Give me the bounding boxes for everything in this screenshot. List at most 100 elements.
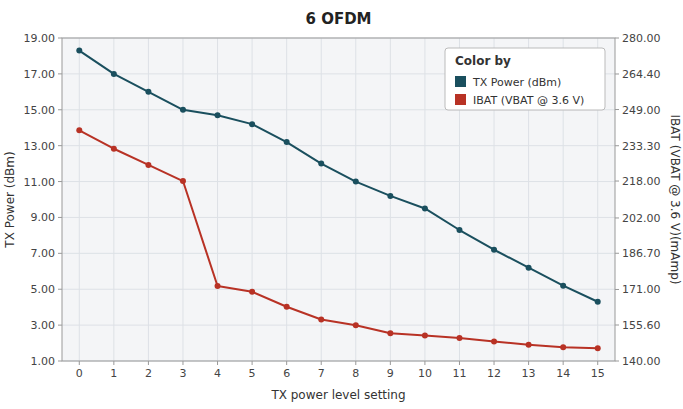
tick [615,217,619,218]
tick [58,145,62,146]
chart: 01234567891011121314151.003.005.007.009.… [0,0,683,409]
tick-label: 3.00 [31,319,56,332]
x-axis-label: TX power level setting [270,388,405,402]
point [353,322,359,328]
tick-label: 14 [556,367,570,380]
tick-label: 9.00 [31,211,56,224]
point [111,71,117,77]
tick [615,145,619,146]
point [491,338,497,344]
tick-label: 202.00 [622,212,661,225]
axes: 01234567891011121314151.003.005.007.009.… [24,32,661,380]
point [145,89,151,95]
point [215,112,221,118]
tick [615,38,619,39]
point [180,107,186,113]
grid-line [390,38,391,361]
y2-axis-label: IBAT (VBAT @ 3.6 V)(mAmp) [668,115,682,285]
legend-swatch [455,76,466,87]
grid-line [321,38,322,361]
tick [58,325,62,326]
tick-label: 0 [76,367,83,380]
grid-line [79,38,80,361]
tick [113,361,114,365]
tick [615,253,619,254]
grid-line [217,38,218,361]
tick [252,361,253,365]
line [79,130,597,348]
tick [58,289,62,290]
tick [58,38,62,39]
tick-label: 218.00 [622,175,661,188]
tick [615,73,619,74]
tick-label: 10 [418,367,432,380]
line [79,51,597,302]
title: 6 OFDM [305,10,371,28]
point [284,139,290,145]
tick [58,73,62,74]
tick-label: 249.00 [622,104,661,117]
grid-line [252,38,253,361]
tick [58,181,62,182]
point [387,330,393,336]
tick-label: 280.00 [622,32,661,45]
point [526,342,532,348]
point [249,121,255,127]
point [526,265,532,271]
grid-line [62,181,615,182]
grid-line [62,145,615,146]
tick [58,361,62,362]
grid [62,38,615,361]
tick-label: 186.70 [622,247,661,260]
tick [217,361,218,365]
tick [58,253,62,254]
tick-label: 13 [522,367,536,380]
tick [355,361,356,365]
point [215,283,221,289]
point [560,283,566,289]
tick-label: 13.00 [24,140,56,153]
tick-label: 9 [387,367,394,380]
legend-label: TX Power (dBm) [472,76,561,89]
grid-line [286,38,287,361]
grid-line [148,38,149,361]
tick-label: 3 [179,367,186,380]
tick [148,361,149,365]
tick-label: 171.00 [622,283,661,296]
point [560,344,566,350]
tick-label: 6 [283,367,290,380]
background [0,0,683,409]
legend-title: Color by [455,54,511,68]
tick [182,361,183,365]
tick-label: 1.00 [31,355,56,368]
tick-label: 140.00 [622,355,661,368]
point [422,333,428,339]
point [456,335,462,341]
point [180,178,186,184]
tick [615,325,619,326]
tick-label: 8 [352,367,359,380]
legend-swatch [455,94,466,105]
point [595,299,601,305]
plot-area [62,38,615,361]
tick-label: 15.00 [24,104,56,117]
tick [321,361,322,365]
tick [563,361,564,365]
tick-label: 1 [110,367,117,380]
tick-label: 155.60 [622,319,661,332]
grid-line [355,38,356,361]
tick-label: 4 [214,367,221,380]
data [76,48,600,352]
grid-line [62,253,615,254]
legend: Color byTX Power (dBm)IBAT (VBAT @ 3.6 V… [445,48,605,110]
tick-label: 11 [452,367,466,380]
point [76,48,82,54]
tick [615,289,619,290]
tick-label: 2 [145,367,152,380]
tick [528,361,529,365]
point [456,227,462,233]
grid-line [62,325,615,326]
tick [424,361,425,365]
tick [79,361,80,365]
tick-label: 7.00 [31,247,56,260]
